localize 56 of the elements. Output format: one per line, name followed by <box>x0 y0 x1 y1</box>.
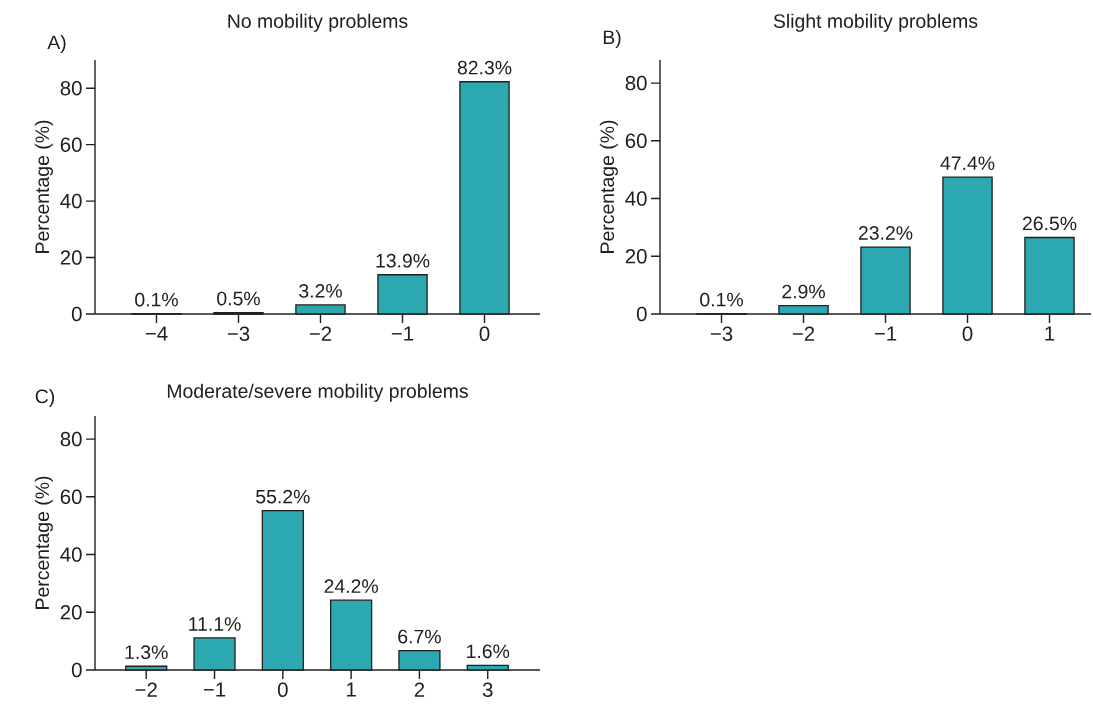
data-label: 1.3% <box>125 645 168 660</box>
x-tick-label: −1 <box>874 326 897 341</box>
chart-title: No mobility problems <box>228 13 408 32</box>
x-tick-label: 0 <box>277 682 288 697</box>
y-tick-label: 40 <box>625 191 647 206</box>
x-tick-label: −2 <box>792 326 815 341</box>
data-label: 47.4% <box>940 156 995 170</box>
text: A) <box>47 34 66 54</box>
y-tick-label: 20 <box>625 249 647 264</box>
x-tick-label: −3 <box>710 326 733 341</box>
y-tick-label: 80 <box>60 80 82 96</box>
data-label: 0.5% <box>217 291 260 306</box>
y-tick-label: 60 <box>60 489 82 505</box>
x-tick-label: 1 <box>1045 326 1055 341</box>
y-axis-title: Percentage (%) <box>34 120 53 253</box>
data-label: 3.2% <box>299 284 342 298</box>
data-label: 11.1% <box>189 617 241 631</box>
y-tick-label: 40 <box>60 547 82 562</box>
text: C) <box>35 388 55 408</box>
x-tick-label: −2 <box>309 326 332 341</box>
data-label: 26.5% <box>1022 216 1077 231</box>
y-tick-label: 60 <box>625 133 647 149</box>
x-tick-label: 0 <box>479 326 490 341</box>
data-label: 23.2% <box>858 226 913 240</box>
x-tick-label: −3 <box>227 326 250 341</box>
y-tick-label: 20 <box>60 250 82 265</box>
y-axis-title: Percentage (%) <box>34 476 53 609</box>
y-axis-title: Percentage (%) <box>599 120 618 253</box>
data-label: 82.3% <box>457 60 512 75</box>
chart-title: Moderate/severe mobility problems <box>167 383 468 402</box>
y-tick-label: 60 <box>60 137 82 152</box>
x-tick-label: −1 <box>391 326 414 341</box>
x-tick-label: 1 <box>347 682 356 697</box>
y-tick-label: 0 <box>71 662 82 678</box>
text: B) <box>603 29 621 49</box>
y-tick-label: 0 <box>636 306 647 322</box>
x-tick-label: 2 <box>414 682 425 697</box>
x-tick-label: 0 <box>962 326 973 341</box>
y-tick-label: 40 <box>60 193 82 209</box>
data-label: 2.9% <box>782 284 825 299</box>
data-label: 13.9% <box>376 253 430 268</box>
x-tick-label: 3 <box>482 682 493 697</box>
y-tick-label: 20 <box>60 605 82 620</box>
data-label: 55.2% <box>256 489 310 504</box>
y-tick-label: 80 <box>60 431 82 447</box>
data-label: 0.1% <box>700 292 743 307</box>
y-tick-label: 80 <box>625 75 647 91</box>
data-label: 24.2% <box>324 579 378 593</box>
x-tick-label: −1 <box>203 682 226 697</box>
data-label: 1.6% <box>467 644 510 659</box>
y-tick-label: 0 <box>71 306 82 322</box>
data-label: 6.7% <box>398 629 441 644</box>
data-label: 0.1% <box>135 292 178 307</box>
x-tick-label: −4 <box>145 326 168 341</box>
chart-title: Slight mobility problems <box>773 13 978 32</box>
x-tick-label: −2 <box>135 682 157 697</box>
